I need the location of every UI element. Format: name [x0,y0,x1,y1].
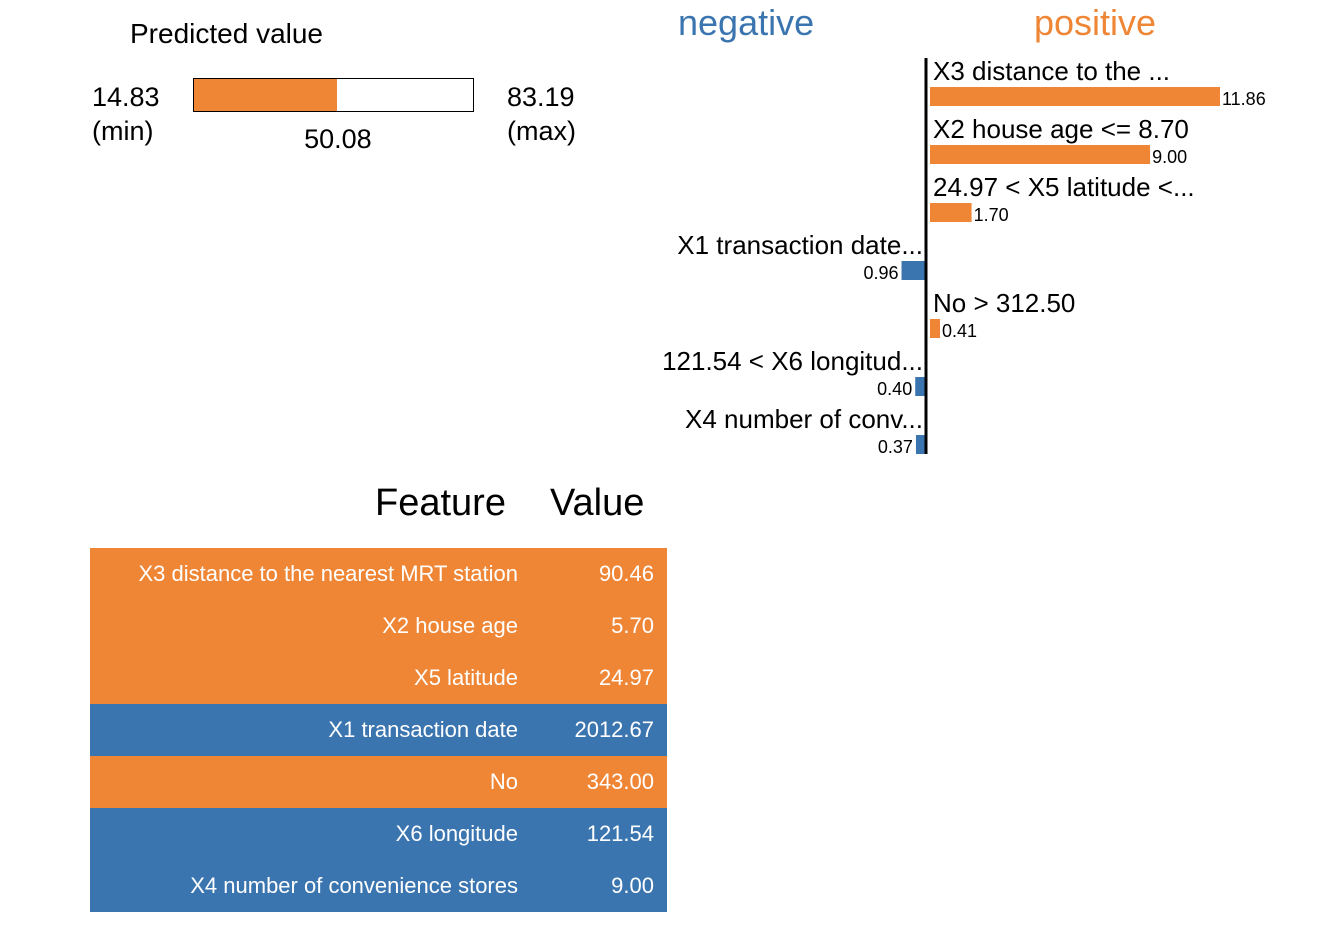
feature-label: 121.54 < X6 longitud... [662,346,923,376]
table-row: X2 house age 5.70 [90,600,667,652]
feature-name-cell: X3 distance to the nearest MRT station [138,561,518,586]
predicted-value-bar [193,78,474,112]
negative-header: negative [678,2,815,43]
contribution-value-label: 1.70 [974,205,1009,225]
predicted-max-label: (max) [507,116,576,146]
feature-value-cell: 343.00 [586,769,654,794]
contribution-bar [930,145,1151,164]
contribution-bar [915,435,925,454]
feature-label: X4 number of conv... [685,404,923,434]
predicted-value-title: Predicted value [130,18,324,49]
feature-value-cell: 121.54 [586,821,654,846]
feature-name-cell: X4 number of convenience stores [190,873,518,898]
contribution-bar [915,377,925,396]
contribution-value-label: 0.37 [878,437,913,457]
contribution-bar [901,261,925,280]
contribution-bar [930,87,1220,106]
table-row: X1 transaction date 2012.67 [90,704,667,756]
feature-value-cell: 5.70 [611,613,654,638]
contribution-value-label: 0.40 [877,379,912,399]
contribution-bar [930,203,972,222]
feature-name-cell: X5 latitude [414,665,518,690]
feature-value-table: X3 distance to the nearest MRT station 90… [90,548,667,912]
feature-label: No > 312.50 [933,288,1075,318]
predicted-max: 83.19 (max) [507,80,576,148]
predicted-min: 14.83 (min) [92,80,160,148]
feature-label: X1 transaction date... [677,230,923,260]
table-row: No 343.00 [90,756,667,808]
predicted-min-label: (min) [92,116,154,146]
contribution-value-label: 9.00 [1152,147,1187,167]
positive-header: positive [1034,2,1157,43]
feature-value-cell: 9.00 [611,873,654,898]
feature-name-cell: X1 transaction date [328,717,518,742]
feature-name-cell: No [489,769,518,794]
predicted-value-fill [194,79,338,111]
contribution-value-label: 0.96 [863,263,898,283]
predicted-max-value: 83.19 [507,82,575,112]
predicted-value-text: 50.08 [304,124,372,154]
feature-value-cell: 24.97 [598,665,654,690]
feature-value-cell: 2012.67 [574,717,654,742]
table-row: X5 latitude 24.97 [90,652,667,704]
table-row: X3 distance to the nearest MRT station 90… [90,548,667,600]
contribution-bar [930,319,941,338]
contribution-chart: X3 distance to the ... 11.86 X2 house age … [662,56,1266,457]
table-row: X4 number of convenience stores 9.00 [90,860,667,912]
contribution-value-label: 0.41 [942,321,977,341]
feature-name-cell: X2 house age [382,613,518,638]
feature-value-cell: 90.46 [598,561,654,586]
table-header-feature: Feature [375,482,506,524]
table-row: X6 longitude 121.54 [90,808,667,860]
feature-label: 24.97 < X5 latitude <... [933,172,1195,202]
feature-label: X3 distance to the ... [933,56,1170,86]
feature-name-cell: X6 longitude [395,821,518,846]
contribution-value-label: 11.86 [1222,89,1266,109]
predicted-min-value: 14.83 [92,82,160,112]
feature-label: X2 house age <= 8.70 [933,114,1189,144]
table-header-value: Value [550,482,645,524]
